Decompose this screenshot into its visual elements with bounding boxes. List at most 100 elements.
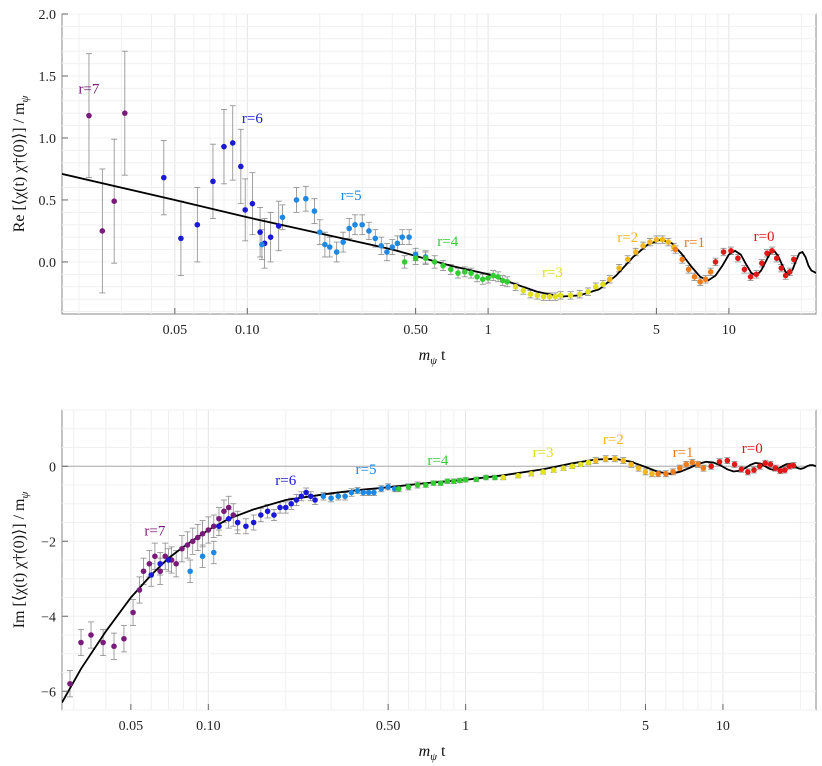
data-point xyxy=(238,163,244,170)
data-point xyxy=(293,197,300,203)
data-point xyxy=(707,269,714,275)
data-point xyxy=(451,478,457,485)
x-tick-label: 10 xyxy=(722,323,736,338)
y-tick-label: 0.0 xyxy=(39,256,57,271)
bottom-panel: r=7 r=6 r=5 r=4 r=3 r=2 r=1 r=0 0.05 0.10 0.50 1 5 1… xyxy=(11,409,817,763)
data-point xyxy=(311,208,318,214)
y-tick-label: −2 xyxy=(41,535,56,550)
data-point xyxy=(772,465,779,471)
data-point xyxy=(504,278,510,285)
data-point xyxy=(576,291,583,297)
data-point xyxy=(567,292,574,299)
data-point xyxy=(602,455,609,462)
data-point xyxy=(440,262,446,269)
data-point xyxy=(157,568,163,575)
data-point xyxy=(216,523,222,530)
data-point xyxy=(179,545,185,552)
data-point xyxy=(557,292,564,299)
series-label: r=3 xyxy=(533,445,554,461)
data-point xyxy=(759,260,765,266)
data-point xyxy=(500,474,507,481)
data-point xyxy=(492,474,498,481)
series-label: r=5 xyxy=(356,462,377,478)
data-point xyxy=(577,461,584,468)
data-point xyxy=(461,269,468,275)
data-point xyxy=(320,493,327,500)
data-point xyxy=(121,635,127,642)
data-point xyxy=(663,470,669,477)
data-point xyxy=(307,493,314,500)
data-point xyxy=(628,461,634,468)
data-point xyxy=(162,553,169,560)
data-point xyxy=(534,292,541,299)
bottom-fit-curve xyxy=(62,457,816,703)
data-point xyxy=(365,489,372,496)
data-point xyxy=(702,276,709,283)
top-fit-curve xyxy=(62,173,816,298)
x-tick-label: 1 xyxy=(462,719,469,734)
data-point xyxy=(592,283,599,290)
data-point xyxy=(88,632,94,638)
data-point xyxy=(385,484,391,490)
data-point xyxy=(689,459,696,466)
data-point xyxy=(111,198,117,204)
data-point xyxy=(405,484,412,490)
data-point xyxy=(552,293,559,300)
data-point xyxy=(473,476,480,483)
data-point xyxy=(585,288,591,295)
data-point xyxy=(335,493,342,500)
x-tick-label: 0.05 xyxy=(163,323,188,338)
data-point xyxy=(455,270,461,276)
data-point xyxy=(720,249,727,255)
top-panel: r=7 r=6 r=5 r=4 r=3 r=2 r=1 r=0 0.05 0.10 0.50 1 5 1… xyxy=(11,8,817,367)
y-tick-label: 2.0 xyxy=(39,8,57,23)
data-point xyxy=(437,480,444,486)
x-tick-label: 0.50 xyxy=(403,323,428,338)
data-point xyxy=(747,274,754,280)
data-point xyxy=(342,493,348,500)
data-point xyxy=(264,508,271,515)
data-point xyxy=(490,272,497,279)
data-point xyxy=(606,276,613,283)
series-label: r=4 xyxy=(427,453,448,469)
data-point xyxy=(632,249,639,255)
data-point xyxy=(786,463,793,470)
data-point xyxy=(303,489,309,496)
data-point xyxy=(234,519,241,526)
series-label: r=6 xyxy=(275,473,296,489)
data-point xyxy=(515,472,521,479)
data-point xyxy=(189,538,196,545)
bottom-y-axis-title: Im [⟨χ(t) χ†(0)⟩] / mψ xyxy=(11,492,31,629)
top-x-ticks: 0.05 0.10 0.50 1 5 10 xyxy=(163,308,736,338)
data-point xyxy=(422,255,429,262)
data-point xyxy=(130,609,136,616)
data-point xyxy=(326,244,333,250)
data-point xyxy=(371,489,377,496)
data-point xyxy=(282,504,289,511)
data-point xyxy=(683,461,690,468)
y-tick-label: 1.5 xyxy=(39,70,57,85)
data-point xyxy=(160,174,167,181)
data-point xyxy=(735,255,741,262)
data-point xyxy=(340,239,346,245)
data-point xyxy=(225,515,232,522)
data-point xyxy=(288,500,295,507)
data-point xyxy=(242,207,248,213)
data-point xyxy=(560,465,567,471)
data-point xyxy=(346,225,353,232)
series-label: r=0 xyxy=(754,229,775,245)
data-point xyxy=(691,274,698,280)
data-point xyxy=(148,572,155,578)
data-point xyxy=(790,462,797,469)
data-point xyxy=(592,457,599,464)
series-label: r=2 xyxy=(617,230,638,246)
data-point xyxy=(136,587,143,593)
data-point xyxy=(728,247,734,254)
data-point xyxy=(762,460,769,467)
data-point xyxy=(359,221,365,228)
data-point xyxy=(731,461,738,468)
data-point xyxy=(157,560,163,567)
data-point xyxy=(86,112,92,119)
y-tick-label: −6 xyxy=(41,685,56,700)
